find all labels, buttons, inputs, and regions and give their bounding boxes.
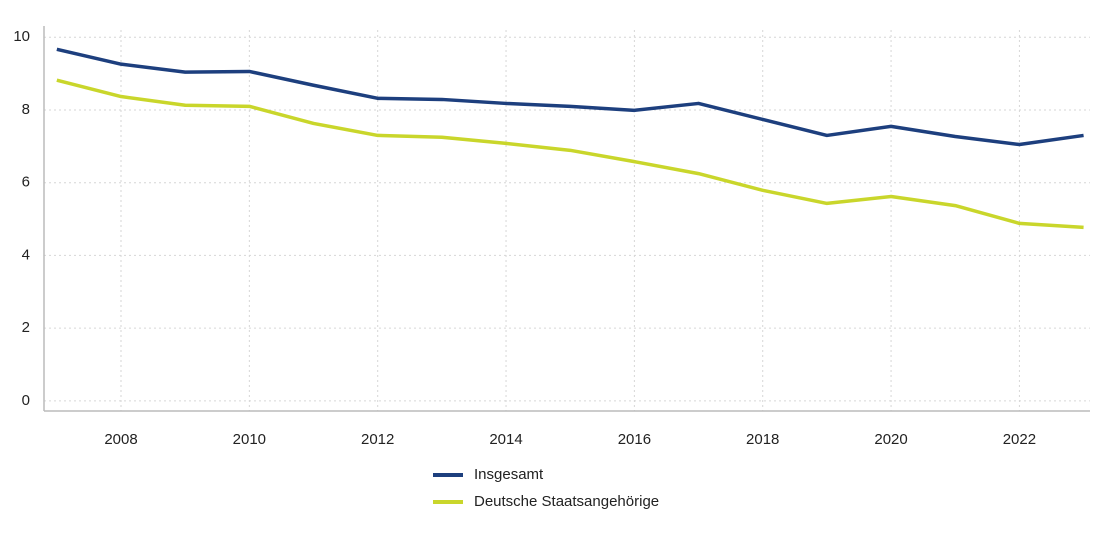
line-series (56, 47, 1084, 147)
y-tick-label: 8 (22, 101, 30, 118)
x-tick-label: 2016 (618, 431, 651, 448)
legend-label: Insgesamt (474, 466, 544, 483)
y-tick-label: 0 (22, 392, 30, 409)
x-tick-label: 2018 (746, 431, 779, 448)
x-tick-label: 2020 (874, 431, 907, 448)
y-tick-label: 10 (13, 28, 30, 45)
legend-label: Deutsche Staatsangehörige (474, 493, 659, 510)
y-tick-label: 4 (22, 246, 30, 263)
y-tick-label: 6 (22, 174, 30, 191)
y-tick-label: 2 (22, 319, 30, 336)
x-tick-label: 2012 (361, 431, 394, 448)
x-tick-label: 2010 (233, 431, 266, 448)
line-series (56, 78, 1084, 230)
x-tick-label: 2022 (1003, 431, 1036, 448)
x-tick-label: 2008 (104, 431, 137, 448)
x-tick-label: 2014 (489, 431, 522, 448)
